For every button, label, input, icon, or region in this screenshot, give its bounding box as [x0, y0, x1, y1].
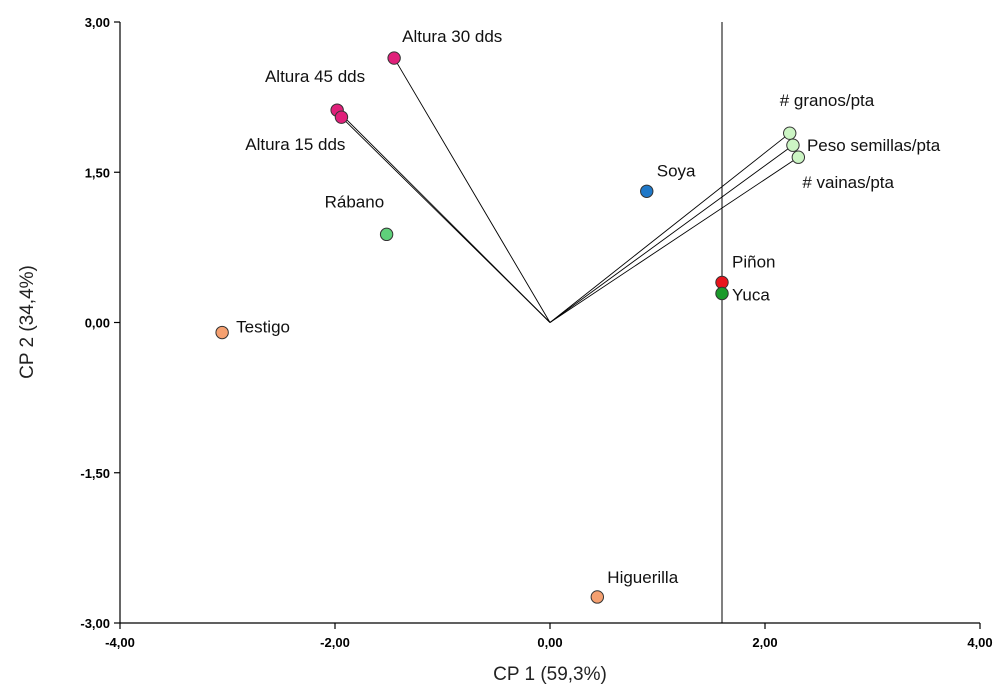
point-label-testigo: Testigo: [236, 318, 290, 337]
x-tick-label: -2,00: [320, 635, 350, 650]
labels-layer: Altura 30 dds Altura 45 dds Altura 15 dds #…: [236, 27, 941, 587]
vector-label-peso-semillas-pta: Peso semillas/pta: [807, 136, 941, 155]
y-axis-title: CP 2 (34,4%): [17, 265, 38, 379]
vector-label-altura-30-dds: Altura 30 dds: [402, 27, 502, 46]
y-tick-label: -3,00: [80, 616, 110, 631]
vector-marker-vainas-pta: [791, 150, 806, 164]
vectors-layer: [336, 57, 799, 323]
y-tick-label: 0,00: [85, 316, 110, 331]
vector-peso-semillas-pta: [549, 144, 794, 323]
vector-label-altura-15-dds: Altura 15 dds: [245, 135, 345, 154]
x-tick-label: 0,00: [537, 635, 562, 650]
point-marker-rabano: [379, 227, 394, 242]
vector-marker-altura-15-dds: [334, 110, 349, 124]
vector-marker-altura-30-dds: [387, 51, 401, 65]
point-marker-testigo: [215, 325, 229, 340]
point-label-higuerilla: Higuerilla: [607, 568, 678, 587]
point-marker-higuerilla: [590, 590, 604, 604]
x-tick-label: 4,00: [967, 635, 992, 650]
point-marker-yuca: [715, 286, 729, 301]
point-label-pinon: Piñon: [732, 252, 775, 271]
x-axis-title: CP 1 (59,3%): [493, 664, 607, 685]
vector-label-altura-45-dds: Altura 45 dds: [265, 67, 365, 86]
vector-marker-granos-pta: [783, 126, 797, 140]
point-marker-soya: [640, 184, 654, 198]
vector-altura-15-dds: [341, 116, 551, 323]
y-tick-label: 1,50: [85, 165, 110, 180]
point-label-yuca: Yuca: [732, 285, 770, 304]
points-layer: [215, 51, 806, 604]
vector-label-vainas-pta: # vainas/pta: [802, 173, 894, 192]
point-label-rabano: Rábano: [325, 192, 385, 211]
vector-granos-pta: [549, 132, 791, 323]
x-tick-label: -4,00: [105, 635, 135, 650]
ticks-layer: -4,00 -2,00 0,00 2,00 4,00 -3,00 -1,50 0,00 1,50…: [80, 15, 992, 650]
vector-marker-peso-semillas-pta: [786, 138, 800, 152]
vector-label-granos-pta: # granos/pta: [780, 91, 875, 110]
vector-altura-30-dds: [393, 57, 551, 323]
point-label-soya: Soya: [657, 161, 696, 180]
vector-vainas-pta: [549, 156, 799, 323]
x-tick-label: 2,00: [752, 635, 777, 650]
y-tick-label: 3,00: [85, 15, 110, 30]
y-tick-label: -1,50: [80, 466, 110, 481]
